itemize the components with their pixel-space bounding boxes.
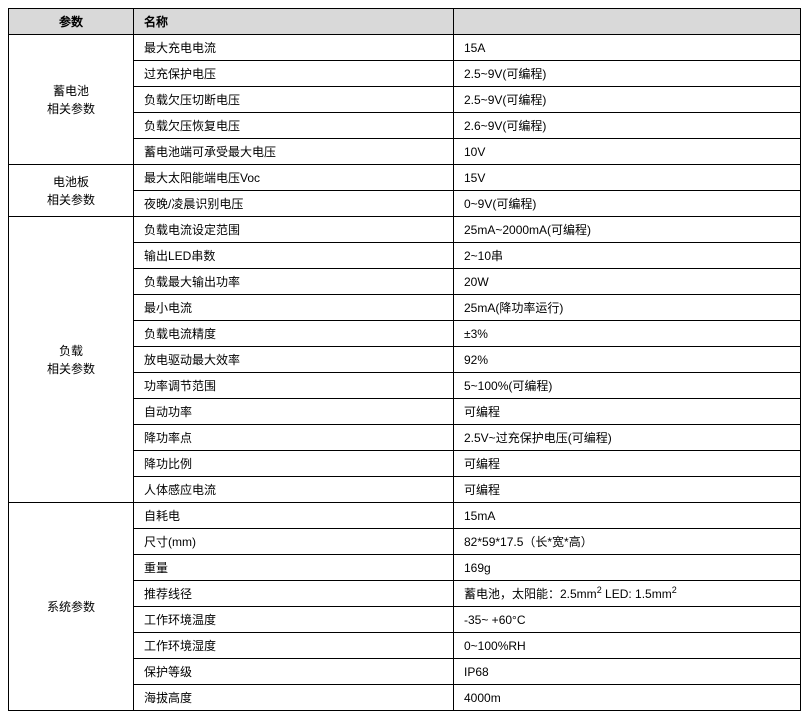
param-name: 工作环境湿度: [134, 633, 454, 659]
table-row: 系统参数自耗电15mA: [9, 503, 801, 529]
param-name: 自动功率: [134, 399, 454, 425]
param-name: 输出LED串数: [134, 243, 454, 269]
section-label: 系统参数: [9, 503, 134, 711]
table-row: 电池板相关参数最大太阳能端电压Voc15V: [9, 165, 801, 191]
param-name: 负载欠压恢复电压: [134, 113, 454, 139]
param-name: 蓄电池端可承受最大电压: [134, 139, 454, 165]
param-name: 负载电流精度: [134, 321, 454, 347]
param-value: 15V: [454, 165, 801, 191]
param-name: 尺寸(mm): [134, 529, 454, 555]
param-name: 负载电流设定范围: [134, 217, 454, 243]
header-name: 名称: [134, 9, 454, 35]
header-value: [454, 9, 801, 35]
header-param: 参数: [9, 9, 134, 35]
param-value: 15mA: [454, 503, 801, 529]
param-value: 25mA(降功率运行): [454, 295, 801, 321]
param-name: 负载欠压切断电压: [134, 87, 454, 113]
param-value: 蓄电池，太阳能：2.5mm2 LED: 1.5mm2: [454, 581, 801, 607]
param-value: 2.5~9V(可编程): [454, 87, 801, 113]
param-name: 推荐线径: [134, 581, 454, 607]
table-row: 负载相关参数负载电流设定范围25mA~2000mA(可编程): [9, 217, 801, 243]
param-name: 降功率点: [134, 425, 454, 451]
spec-table: 参数 名称 蓄电池相关参数最大充电电流15A过充保护电压2.5~9V(可编程)负…: [8, 8, 801, 711]
param-name: 人体感应电流: [134, 477, 454, 503]
section-label: 负载相关参数: [9, 217, 134, 503]
param-name: 负载最大输出功率: [134, 269, 454, 295]
param-name: 最大太阳能端电压Voc: [134, 165, 454, 191]
param-value: 2.5V~过充保护电压(可编程): [454, 425, 801, 451]
param-name: 降功比例: [134, 451, 454, 477]
param-value: 15A: [454, 35, 801, 61]
table-body: 蓄电池相关参数最大充电电流15A过充保护电压2.5~9V(可编程)负载欠压切断电…: [9, 35, 801, 711]
param-name: 放电驱动最大效率: [134, 347, 454, 373]
param-name: 功率调节范围: [134, 373, 454, 399]
param-value: 0~9V(可编程): [454, 191, 801, 217]
section-label: 电池板相关参数: [9, 165, 134, 217]
param-value: 可编程: [454, 477, 801, 503]
param-name: 保护等级: [134, 659, 454, 685]
param-name: 过充保护电压: [134, 61, 454, 87]
table-row: 蓄电池相关参数最大充电电流15A: [9, 35, 801, 61]
param-value: ±3%: [454, 321, 801, 347]
param-value: -35~ +60°C: [454, 607, 801, 633]
header-row: 参数 名称: [9, 9, 801, 35]
param-name: 海拔高度: [134, 685, 454, 711]
param-value: 4000m: [454, 685, 801, 711]
param-name: 自耗电: [134, 503, 454, 529]
param-value: 0~100%RH: [454, 633, 801, 659]
param-value: 25mA~2000mA(可编程): [454, 217, 801, 243]
param-name: 工作环境温度: [134, 607, 454, 633]
param-value: 10V: [454, 139, 801, 165]
param-value: 20W: [454, 269, 801, 295]
param-value: 可编程: [454, 399, 801, 425]
param-value: 2~10串: [454, 243, 801, 269]
param-value: 92%: [454, 347, 801, 373]
param-value: 2.5~9V(可编程): [454, 61, 801, 87]
param-name: 夜晚/凌晨识别电压: [134, 191, 454, 217]
param-value: 2.6~9V(可编程): [454, 113, 801, 139]
section-label: 蓄电池相关参数: [9, 35, 134, 165]
param-value: 82*59*17.5（长*宽*高）: [454, 529, 801, 555]
param-value: 可编程: [454, 451, 801, 477]
param-value: 5~100%(可编程): [454, 373, 801, 399]
param-value: IP68: [454, 659, 801, 685]
param-value: 169g: [454, 555, 801, 581]
param-name: 重量: [134, 555, 454, 581]
param-name: 最大充电电流: [134, 35, 454, 61]
param-name: 最小电流: [134, 295, 454, 321]
